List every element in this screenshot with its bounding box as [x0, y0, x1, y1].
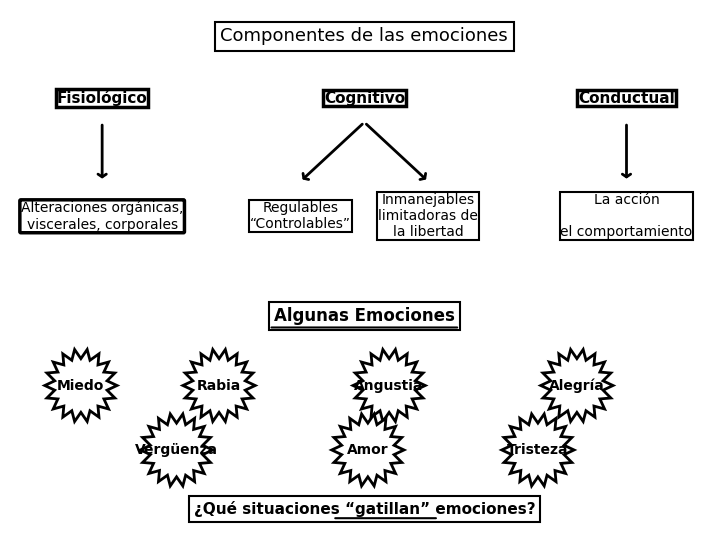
Polygon shape: [183, 349, 255, 422]
Polygon shape: [502, 414, 574, 486]
Text: Rabia: Rabia: [197, 379, 241, 393]
Text: Componentes de las emociones: Componentes de las emociones: [220, 28, 508, 45]
Text: Conductual: Conductual: [578, 91, 675, 106]
Text: Inmanejables
limitadoras de
la libertad: Inmanejables limitadoras de la libertad: [378, 193, 478, 239]
Polygon shape: [541, 349, 613, 422]
Text: Alegría: Alegría: [549, 378, 605, 393]
Text: Amor: Amor: [347, 443, 389, 457]
Polygon shape: [332, 414, 404, 486]
Text: Vergüenza: Vergüenza: [135, 443, 218, 457]
Text: Tristeza: Tristeza: [507, 443, 569, 457]
Polygon shape: [353, 349, 426, 422]
Text: Fisiológico: Fisiológico: [57, 90, 148, 106]
Polygon shape: [140, 414, 212, 486]
Text: Alteraciones orgánicas,
viscerales, corporales: Alteraciones orgánicas, viscerales, corp…: [21, 201, 184, 232]
Text: Algunas Emociones: Algunas Emociones: [274, 307, 455, 325]
Text: Regulables
“Controlables”: Regulables “Controlables”: [250, 201, 351, 231]
Text: Miedo: Miedo: [57, 379, 104, 393]
Polygon shape: [45, 349, 117, 422]
Text: Angustia: Angustia: [354, 379, 424, 393]
Text: Cognitivo: Cognitivo: [324, 91, 405, 106]
Text: ¿Qué situaciones “gatillan” emociones?: ¿Qué situaciones “gatillan” emociones?: [194, 501, 535, 517]
Text: La acción

el comportamiento: La acción el comportamiento: [560, 193, 693, 239]
